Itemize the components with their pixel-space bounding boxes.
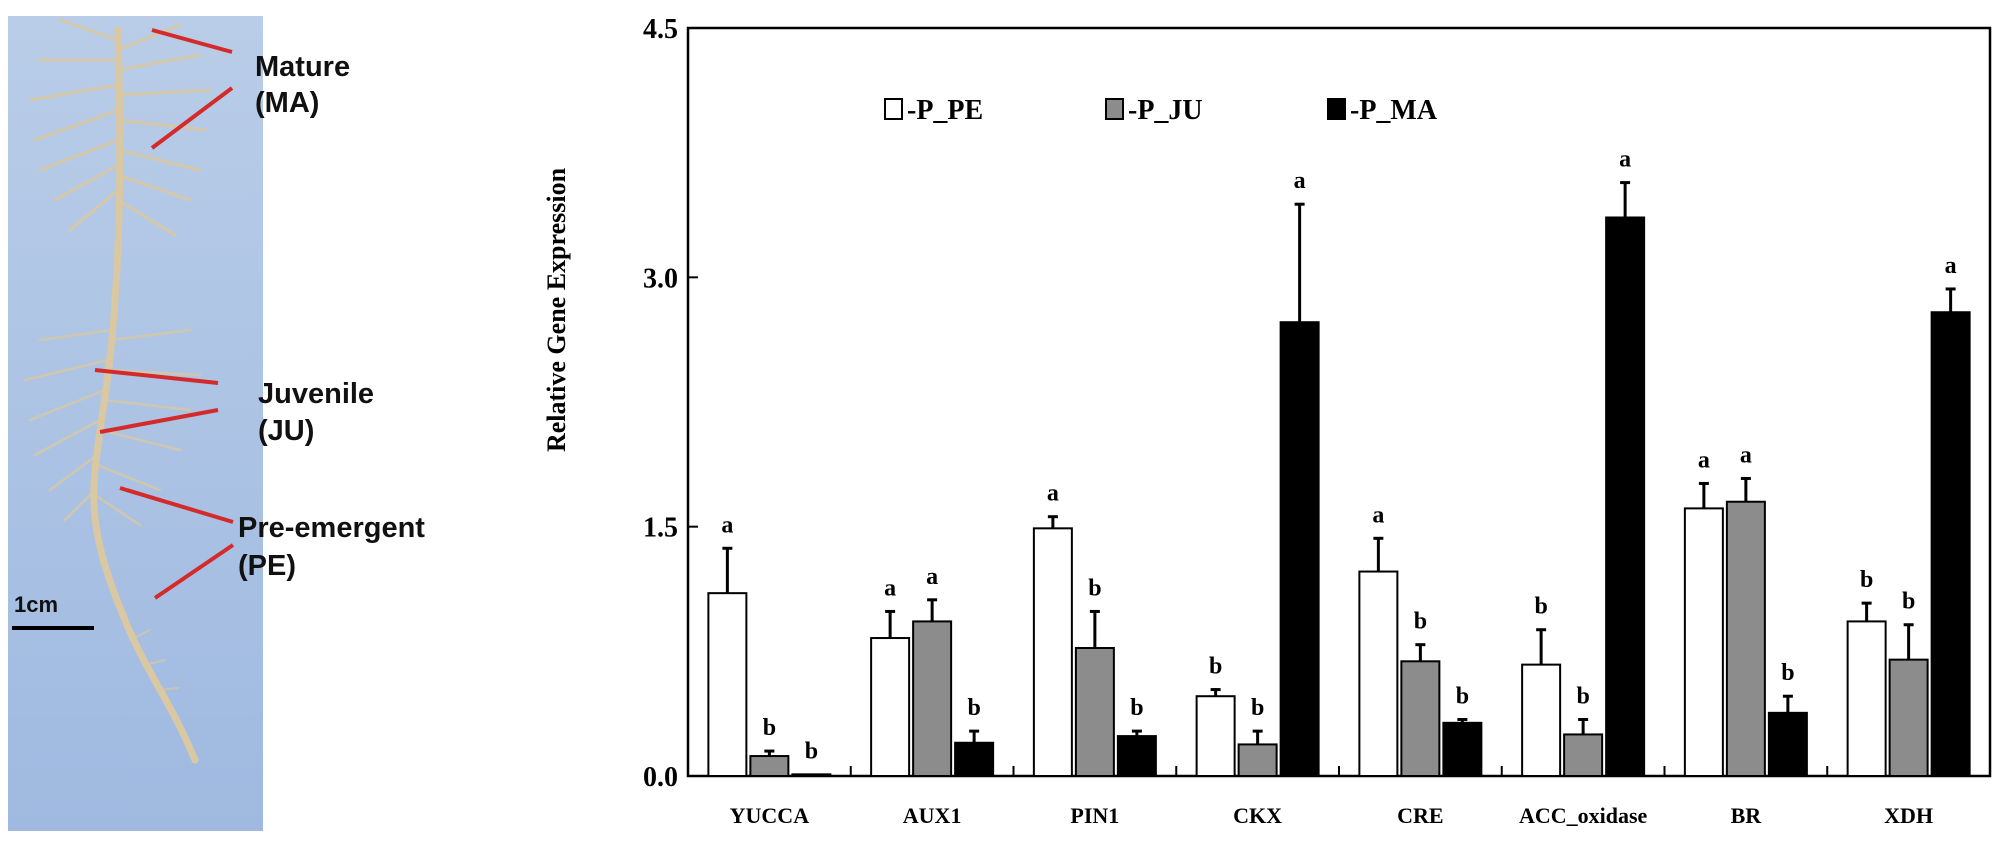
pointer-line xyxy=(119,486,234,524)
significance-letter: b xyxy=(805,738,818,764)
significance-letter: b xyxy=(1902,589,1915,615)
y-axis-label: Relative Gene Expression xyxy=(542,167,571,452)
chart-axes: 0.0 1.5 3.0 4.5 YUCCA AUX1 PIN1 CKX CRE ACC_oxida… xyxy=(643,14,1992,828)
bar-pju xyxy=(1888,658,1929,778)
pre-emergent-abbrev-label: (PE) xyxy=(238,550,296,582)
pointer-line xyxy=(94,368,219,385)
pointer-line xyxy=(99,408,219,434)
pointer-line xyxy=(151,28,233,54)
pre-emergent-label: Pre-emergent xyxy=(238,512,425,544)
significance-letter: b xyxy=(1251,695,1264,721)
y-tick-label: 4.5 xyxy=(643,14,678,45)
significance-letter: a xyxy=(884,575,896,601)
significance-letter: a xyxy=(721,512,733,538)
bar-pma xyxy=(1116,735,1157,778)
bar-ppe xyxy=(1195,695,1236,777)
x-tick-label: ACC_oxidase xyxy=(1519,803,1648,828)
significance-letter: a xyxy=(1294,168,1306,194)
x-tick-label: PIN1 xyxy=(1070,803,1119,828)
significance-letter: b xyxy=(1209,654,1222,680)
chart-error-bars xyxy=(722,181,1956,757)
root-drawing xyxy=(23,18,212,764)
scale-bar-label: 1cm xyxy=(14,592,58,617)
chart-legend: -P_PE -P_JU -P_MA xyxy=(884,95,1438,126)
pointer-line xyxy=(153,543,235,600)
mature-label: Mature xyxy=(255,51,350,83)
y-tick-label: 0.0 xyxy=(643,762,678,793)
juvenile-abbrev-label: (JU) xyxy=(258,415,314,447)
significance-letter: b xyxy=(763,715,776,741)
significance-letter: a xyxy=(1945,253,1957,279)
x-tick-label: CRE xyxy=(1397,803,1443,828)
bar-pma xyxy=(1605,216,1646,777)
legend-label: -P_PE xyxy=(907,95,983,126)
x-tick-label: BR xyxy=(1731,803,1763,828)
bar-ppe xyxy=(1846,620,1887,777)
significance-letter: b xyxy=(1534,594,1547,620)
root-photo-panel: Mature (MA) Juvenile (JU) Pre-emergent (… xyxy=(8,16,425,831)
gene-expression-chart: 0.0 1.5 3.0 4.5 YUCCA AUX1 PIN1 CKX CRE ACC_oxida… xyxy=(542,14,1992,828)
significance-letter: b xyxy=(1456,683,1469,709)
mature-abbrev-label: (MA) xyxy=(255,87,319,119)
significance-letter: a xyxy=(1740,442,1752,468)
bar-pma xyxy=(1442,721,1483,778)
pointer-lines xyxy=(94,28,235,600)
significance-letter: b xyxy=(1088,575,1101,601)
chart-significance-letters: a b b a a b a b b b b a a b b b b a a a b b b a xyxy=(721,147,1956,765)
significance-letter: a xyxy=(1047,481,1059,507)
bar-ppe xyxy=(1683,507,1724,777)
x-tick-label: AUX1 xyxy=(903,803,962,828)
significance-letter: b xyxy=(967,695,980,721)
bar-pma xyxy=(791,773,832,777)
bar-pma xyxy=(1279,321,1320,777)
bar-pju xyxy=(912,620,953,777)
bar-pju xyxy=(1400,660,1441,777)
significance-letter: b xyxy=(1576,683,1589,709)
significance-letter: a xyxy=(1619,147,1631,173)
legend-label: -P_JU xyxy=(1128,95,1203,126)
pointer-line xyxy=(150,86,234,150)
x-tick-label: XDH xyxy=(1884,803,1933,828)
x-tick-label: YUCCA xyxy=(730,803,810,828)
bar-ppe xyxy=(870,637,911,778)
significance-letter: a xyxy=(1372,502,1384,528)
y-tick-label: 3.0 xyxy=(643,263,678,294)
bar-ppe xyxy=(1358,570,1399,778)
bar-ppe xyxy=(1032,527,1073,778)
bar-pma xyxy=(1930,311,1971,777)
significance-letter: a xyxy=(1698,447,1710,473)
significance-letter: a xyxy=(926,564,938,590)
legend-swatch xyxy=(1327,98,1346,120)
chart-bars xyxy=(707,216,1971,778)
bar-ppe xyxy=(1521,663,1562,777)
significance-letter: b xyxy=(1414,609,1427,635)
significance-letter: b xyxy=(1781,660,1794,686)
significance-letter: b xyxy=(1130,695,1143,721)
bar-pju xyxy=(1725,500,1766,777)
legend-swatch xyxy=(1105,98,1124,120)
x-tick-label: CKX xyxy=(1233,803,1282,828)
bar-pma xyxy=(954,741,995,777)
bar-pju xyxy=(1074,647,1115,778)
bar-pju xyxy=(1563,733,1604,778)
bar-ppe xyxy=(707,592,748,778)
significance-letter: b xyxy=(1860,567,1873,593)
juvenile-label: Juvenile xyxy=(258,378,374,410)
y-tick-label: 1.5 xyxy=(643,513,678,544)
legend-label: -P_MA xyxy=(1350,95,1438,126)
bar-pju xyxy=(1237,743,1278,778)
legend-swatch xyxy=(884,98,903,120)
bar-pma xyxy=(1767,711,1808,778)
bar-pju xyxy=(749,755,790,778)
